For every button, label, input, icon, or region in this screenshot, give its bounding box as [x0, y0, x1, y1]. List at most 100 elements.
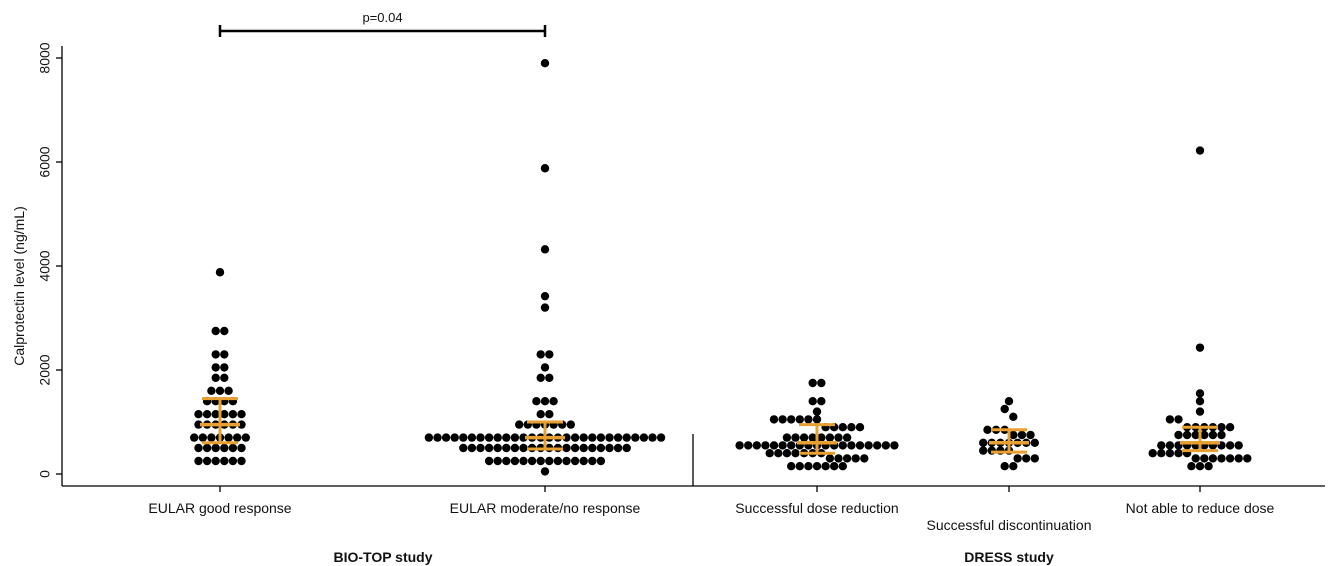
data-point [1191, 430, 1200, 440]
data-point [1030, 438, 1040, 447]
data-point [1234, 441, 1243, 450]
data-point [782, 433, 792, 442]
data-point [194, 420, 203, 429]
data-point [605, 433, 614, 442]
data-point [228, 410, 238, 419]
data-point [570, 433, 580, 442]
data-point [211, 456, 220, 466]
data-point [787, 462, 796, 471]
data-point [1000, 462, 1009, 471]
data-point [220, 443, 229, 453]
data-point [202, 456, 212, 466]
data-point [540, 291, 550, 301]
data-point [570, 456, 580, 466]
data-point [812, 415, 822, 424]
data-point [510, 443, 520, 453]
data-point [211, 363, 220, 372]
data-point [1217, 423, 1226, 432]
data-point [830, 462, 839, 471]
data-point [536, 373, 545, 382]
data-point [588, 456, 597, 466]
y-tick-label: 2000 [37, 354, 53, 385]
data-point [873, 441, 882, 450]
data-point [1157, 441, 1166, 450]
data-point [211, 350, 220, 359]
data-point [804, 415, 813, 424]
data-point [424, 433, 434, 442]
data-point [979, 446, 988, 455]
data-point [220, 326, 229, 336]
data-point [502, 456, 511, 466]
data-point [579, 443, 588, 453]
data-point [502, 433, 511, 442]
data-point [540, 467, 550, 476]
data-point [838, 441, 847, 450]
data-point [817, 378, 826, 388]
data-point [787, 441, 796, 450]
data-point [484, 443, 494, 453]
data-point [1225, 454, 1235, 463]
data-point [596, 456, 606, 466]
data-point [851, 454, 860, 463]
data-point [979, 438, 988, 447]
data-point [562, 433, 571, 442]
data-point [207, 433, 216, 442]
data-point [1009, 430, 1018, 440]
data-point [519, 443, 528, 453]
data-point [808, 378, 817, 388]
data-point [476, 443, 485, 453]
data-point [860, 454, 869, 463]
data-point [237, 420, 246, 429]
data-point [1021, 454, 1031, 463]
data-point [821, 462, 830, 471]
data-point [562, 456, 571, 466]
x-category-label: EULAR good response [148, 500, 291, 516]
data-point [545, 373, 554, 382]
data-point [202, 410, 212, 419]
y-tick-label: 4000 [37, 250, 53, 281]
data-point [237, 443, 246, 453]
data-point [536, 456, 545, 466]
data-point [459, 433, 468, 442]
y-tick-label: 8000 [37, 42, 53, 73]
data-point [532, 397, 541, 406]
data-point [778, 415, 787, 424]
data-point [596, 443, 606, 453]
data-point [190, 433, 199, 442]
y-axis-title: Calprotectin level (ng/mL) [11, 206, 27, 366]
data-point [752, 441, 761, 450]
data-point [519, 433, 528, 442]
data-point [450, 433, 459, 442]
data-point [194, 443, 203, 453]
p-value-label: p=0.04 [362, 10, 402, 25]
data-point [761, 441, 770, 450]
data-point [1225, 423, 1235, 432]
data-point [211, 410, 220, 419]
data-point [237, 456, 246, 466]
data-point [527, 456, 537, 466]
data-point [1182, 430, 1192, 440]
data-point [765, 449, 774, 458]
data-point [211, 326, 220, 336]
data-point [769, 415, 779, 424]
data-point [233, 433, 242, 442]
data-point [1217, 454, 1226, 463]
data-point [224, 433, 233, 442]
data-point [834, 454, 843, 463]
data-point [804, 462, 813, 471]
data-point [1225, 441, 1235, 450]
data-point [631, 433, 640, 442]
data-point [808, 433, 817, 442]
data-point [656, 433, 666, 442]
data-point [778, 441, 787, 450]
data-point [566, 420, 575, 429]
data-point [570, 443, 580, 453]
data-point [1208, 454, 1218, 463]
data-point [812, 407, 822, 416]
data-point [847, 441, 856, 450]
data-point [493, 443, 502, 453]
data-point [1195, 462, 1205, 471]
data-point [493, 433, 502, 442]
